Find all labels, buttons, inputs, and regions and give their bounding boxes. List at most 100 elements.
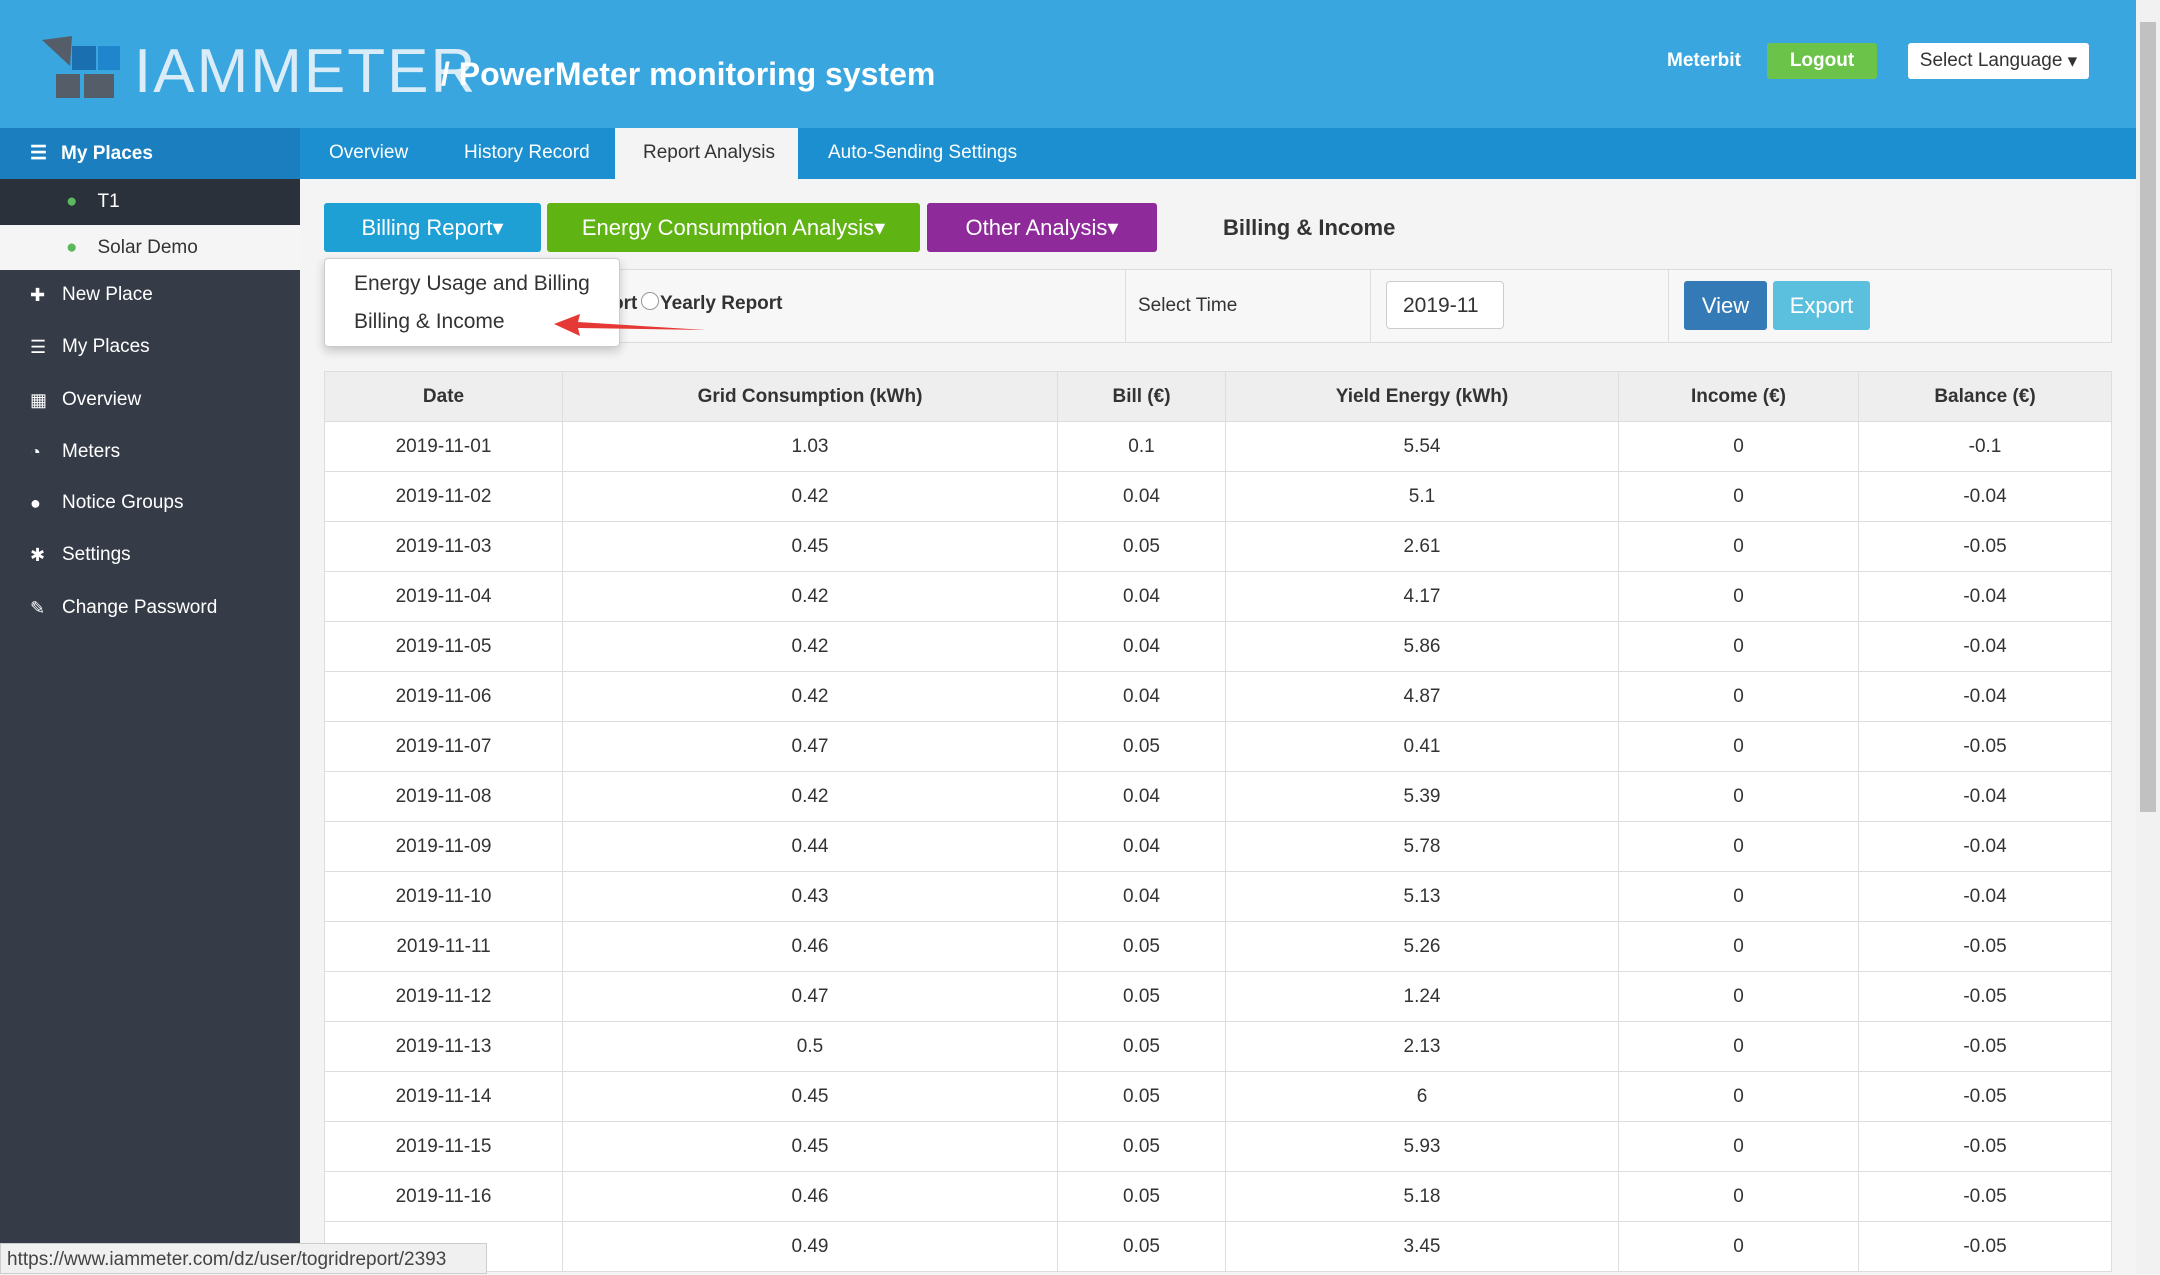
sidebar-text: Notice Groups [62, 492, 184, 513]
table-cell: 0.04 [1057, 471, 1226, 522]
dropdown-item[interactable]: Billing & Income [354, 310, 505, 333]
table-cell: 0 [1618, 471, 1859, 522]
table-cell: 2019-11-01 [324, 421, 563, 472]
sidebar-text: Meters [62, 441, 121, 462]
toolbar-button[interactable]: Billing Report ▾ [324, 203, 541, 252]
table-cell: 0 [1618, 821, 1859, 872]
table-cell: 0 [1618, 771, 1859, 822]
place-name: T1 [97, 191, 120, 212]
column-header: Grid Consumption (kWh) [562, 371, 1058, 422]
view-label: View [1701, 292, 1750, 318]
language-select[interactable]: Select Language ▾ [1908, 43, 2089, 79]
table-cell: 2019-11-02 [324, 471, 563, 522]
table-cell: 0 [1618, 421, 1859, 472]
radio[interactable] [641, 292, 659, 310]
table-cell: 0.46 [562, 921, 1058, 972]
table-cell: 0.1 [1057, 421, 1226, 472]
table-cell: 0.04 [1057, 771, 1226, 822]
nav-tab[interactable]: History Record [464, 142, 590, 163]
nav-tab[interactable]: Overview [329, 142, 409, 163]
logout-label: Logout [1789, 50, 1855, 71]
scrollbar [2136, 0, 2160, 1274]
table-cell: 0 [1618, 1221, 1859, 1272]
time-input[interactable]: 2019-11 [1386, 281, 1504, 329]
sidebar-icon: ✚ [30, 284, 46, 305]
table-cell: 0.42 [562, 571, 1058, 622]
column-header: Yield Energy (kWh) [1225, 371, 1619, 422]
sidebar-item[interactable]: ✚ New Place [0, 275, 300, 315]
toolbar-label: Energy Consumption Analysis [581, 214, 875, 240]
logout-button[interactable]: Logout [1767, 43, 1877, 79]
table-row: 2019-11-16 0.46 0.05 5.18 0 -0.05 [324, 1171, 2112, 1222]
table-row: 2019-11-12 0.47 0.05 1.24 0 -0.05 [324, 971, 2112, 1022]
table-cell: 0.05 [1057, 1021, 1226, 1072]
table-cell: 5.13 [1225, 871, 1619, 922]
sidebar [0, 128, 300, 1274]
table-cell: 5.1 [1225, 471, 1619, 522]
table-cell: -0.05 [1858, 1221, 2112, 1272]
table-cell: 0 [1618, 1021, 1859, 1072]
toolbar-button[interactable]: Energy Consumption Analysis ▾ [547, 203, 920, 252]
table-cell: 2019-11-10 [324, 871, 563, 922]
table-cell: 0.46 [562, 1171, 1058, 1222]
table-row: 2019-11-11 0.46 0.05 5.26 0 -0.05 [324, 921, 2112, 972]
table-cell: -0.05 [1858, 1021, 2112, 1072]
table-row: 2019-11-13 0.5 0.05 2.13 0 -0.05 [324, 1021, 2112, 1072]
view-button[interactable]: View [1684, 281, 1767, 330]
table-row: 2019-11-06 0.42 0.04 4.87 0 -0.04 [324, 671, 2112, 722]
table-cell: 2019-11-03 [324, 521, 563, 572]
place-item[interactable]: ● Solar Demo [0, 225, 300, 270]
toolbar-label: Other Analysis [965, 214, 1108, 240]
table-cell: 2019-11-07 [324, 721, 563, 772]
table-cell: 0.05 [1057, 1171, 1226, 1222]
table-cell: -0.05 [1858, 1071, 2112, 1122]
toolbar-button[interactable]: Other Analysis ▾ [927, 203, 1157, 252]
nav-tab[interactable]: Report Analysis [643, 142, 776, 163]
table-cell: 0.44 [562, 821, 1058, 872]
table-row: 2019-11-03 0.45 0.05 2.61 0 -0.05 [324, 521, 2112, 572]
table-cell: 0 [1618, 971, 1859, 1022]
sidebar-heading[interactable]: ☰ My Places [0, 128, 300, 179]
table-cell: 5.18 [1225, 1171, 1619, 1222]
table-cell: 0.05 [1057, 1071, 1226, 1122]
place-item[interactable]: ● T1 [0, 179, 300, 225]
sidebar-item[interactable]: ☰ My Places [0, 327, 300, 367]
column-header: Bill (€) [1057, 371, 1226, 422]
sidebar-item[interactable]: ✱ Settings [0, 535, 300, 575]
divider [1370, 269, 1371, 343]
sidebar-icon: ◔ [30, 441, 41, 462]
table-cell: 1.03 [562, 421, 1058, 472]
sidebar-item[interactable]: ◔ Meters [0, 432, 300, 472]
sidebar-item[interactable]: ● Notice Groups [0, 483, 300, 523]
user-link[interactable]: Meterbit [1667, 50, 1741, 71]
sidebar-text: My Places [62, 336, 150, 357]
sidebar-item[interactable]: ▦ Overview [0, 380, 300, 420]
active-tab-bg [615, 128, 798, 179]
table-cell: 0.45 [562, 1071, 1058, 1122]
table-cell: 2019-11-05 [324, 621, 563, 672]
dropdown-item[interactable]: Energy Usage and Billing [354, 272, 590, 295]
table-cell: 0 [1618, 921, 1859, 972]
table-cell: 0.47 [562, 971, 1058, 1022]
table-cell: -0.04 [1858, 621, 2112, 672]
export-button[interactable]: Export [1773, 281, 1870, 330]
table-cell: 1.24 [1225, 971, 1619, 1022]
sidebar-text: Overview [62, 389, 142, 410]
table-cell: 2019-11-08 [324, 771, 563, 822]
table-cell: -0.05 [1858, 1171, 2112, 1222]
table-row: 2019-11-10 0.43 0.04 5.13 0 -0.04 [324, 871, 2112, 922]
column-header: Income (€) [1618, 371, 1859, 422]
table-cell: 0.5 [562, 1021, 1058, 1072]
sidebar-item[interactable]: ✎ Change Password [0, 588, 300, 628]
table-cell: -0.04 [1858, 871, 2112, 922]
toolbar-label: Billing Report [361, 214, 493, 240]
column-header: Balance (€) [1858, 371, 2112, 422]
language-label: Select Language [1919, 50, 2063, 71]
sidebar-text: New Place [62, 284, 153, 305]
table-cell: -0.05 [1858, 1121, 2112, 1172]
nav-tab[interactable]: Auto-Sending Settings [828, 142, 1018, 163]
sidebar-heading-text: My Places [61, 142, 153, 164]
table-cell: 0 [1618, 721, 1859, 772]
table-cell: 0.42 [562, 671, 1058, 722]
